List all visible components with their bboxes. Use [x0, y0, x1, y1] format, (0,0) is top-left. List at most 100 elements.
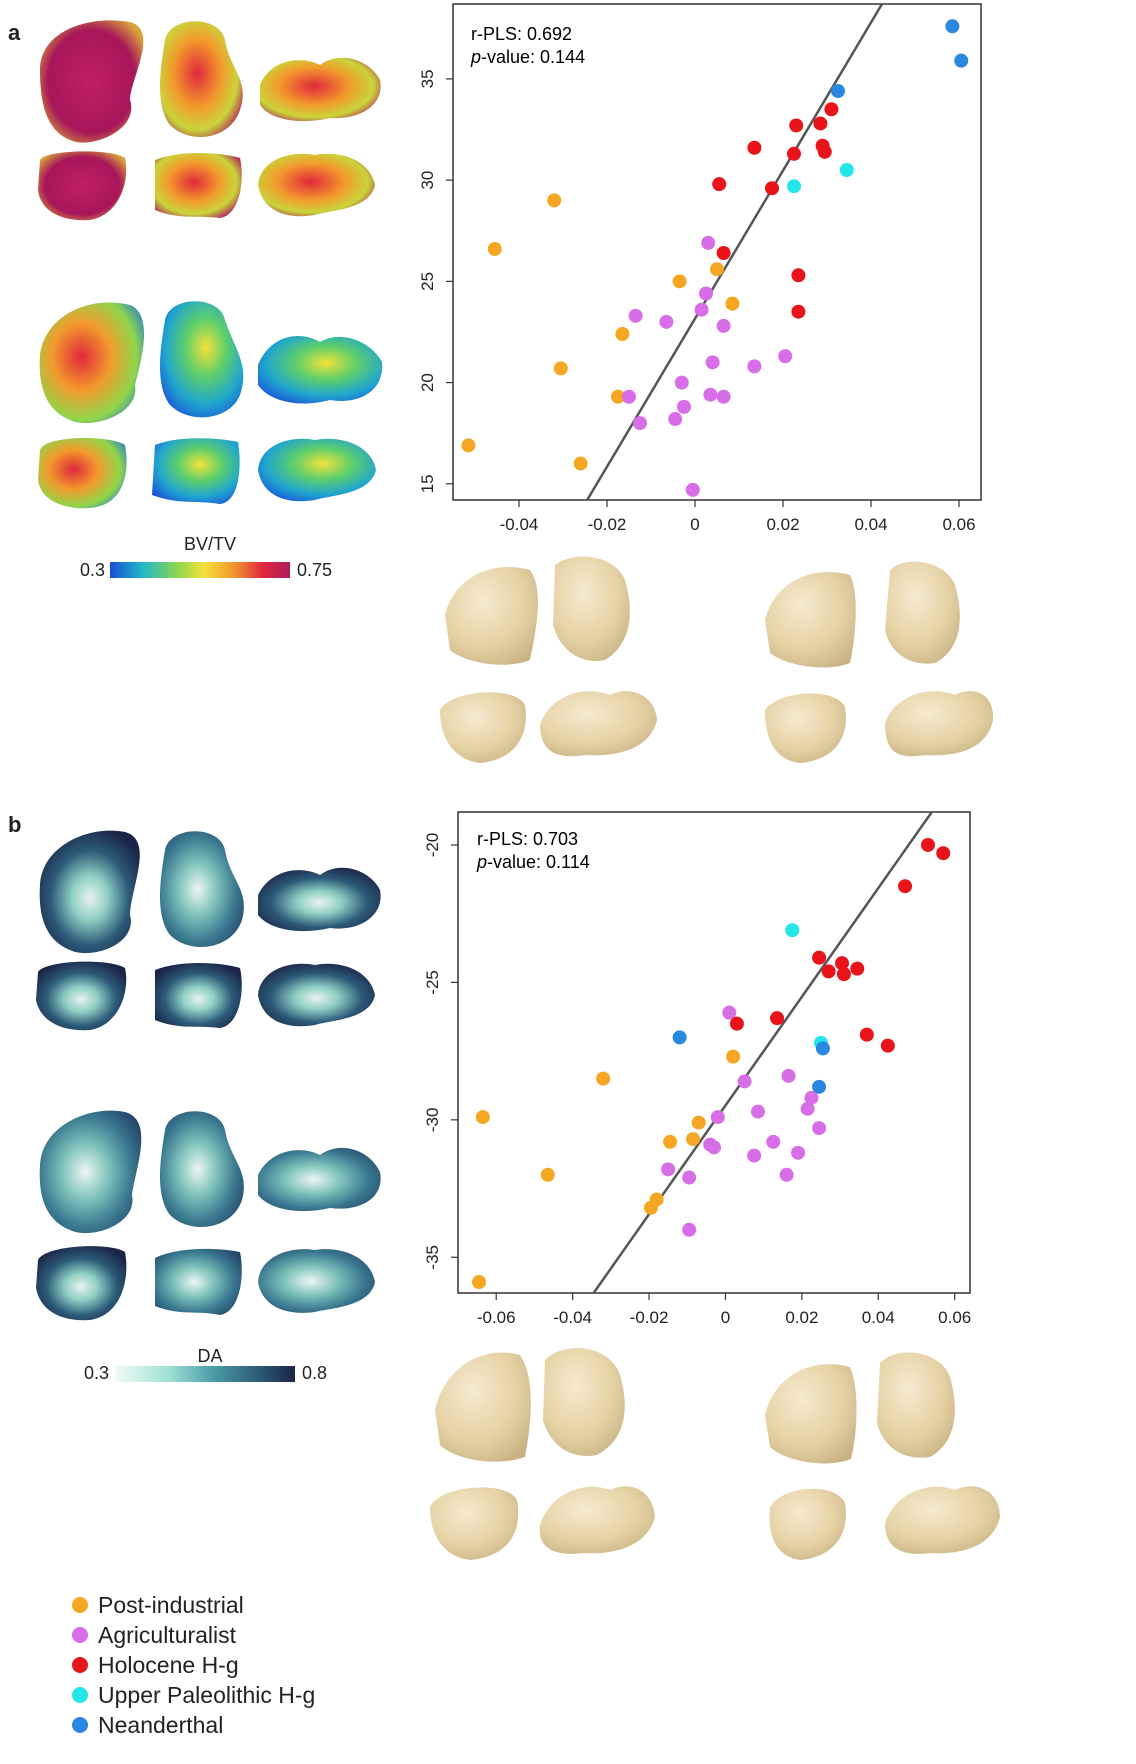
legend: Post-industrial Agriculturalist Holocene… — [72, 1590, 315, 1740]
talus-da-lateral-2 — [258, 1147, 381, 1212]
data-point-agriculturalist — [633, 416, 647, 431]
regression-line — [586, 4, 884, 500]
data-point-agriculturalist — [737, 1074, 752, 1089]
data-point-agriculturalist — [812, 1121, 827, 1136]
legend-item-agriculturalist: Agriculturalist — [72, 1620, 315, 1650]
data-point-holocene-h-g — [813, 116, 828, 131]
legend-item-post-industrial: Post-industrial — [72, 1590, 315, 1620]
data-point-holocene-h-g — [787, 146, 801, 161]
data-point-agriculturalist — [716, 389, 731, 404]
r-pls-label-a: r-PLS: 0.692 — [471, 24, 572, 44]
talus-bvtv-anterior-2 — [152, 438, 240, 504]
y-tick-label: -20 — [423, 833, 442, 858]
data-point-post-industrial — [596, 1071, 611, 1086]
x-tick-label: -0.04 — [500, 515, 539, 534]
data-point-holocene-h-g — [729, 1016, 744, 1031]
data-point-post-industrial — [487, 241, 502, 256]
x-tick-label: -0.04 — [553, 1308, 592, 1327]
talus-da-dorsal-2 — [39, 1110, 142, 1234]
x-tick-label: 0 — [721, 1308, 730, 1327]
talus-bvtv-dorsal-2 — [39, 302, 145, 424]
data-point-holocene-h-g — [836, 967, 851, 982]
talus-bvtv-lateral — [260, 57, 381, 122]
data-point-neanderthal — [954, 53, 969, 68]
data-point-post-industrial — [685, 1132, 700, 1147]
colorbar-max-da: 0.8 — [302, 1363, 328, 1383]
x-tick-label: -0.02 — [588, 515, 627, 534]
data-point-agriculturalist — [747, 1148, 762, 1163]
talus-bvtv-posterior-2 — [258, 438, 376, 502]
legend-label: Holocene H-g — [98, 1651, 239, 1678]
data-point-post-industrial — [663, 1134, 678, 1149]
data-point-holocene-h-g — [791, 304, 806, 319]
data-point-holocene-h-g — [936, 846, 951, 861]
data-point-post-industrial — [672, 274, 687, 289]
talus-da-posterior-2 — [258, 1249, 375, 1313]
data-point-holocene-h-g — [835, 956, 849, 971]
data-point-agriculturalist — [705, 355, 720, 370]
data-point-neanderthal — [831, 84, 845, 99]
colorbar-da — [115, 1366, 295, 1382]
talus-bvtv-medial — [160, 21, 243, 137]
data-point-agriculturalist — [779, 1167, 794, 1182]
colorbar-title-da: DA — [197, 1346, 223, 1366]
data-point-agriculturalist — [791, 1145, 806, 1160]
data-point-agriculturalist — [668, 412, 683, 427]
shape-max-a — [765, 561, 994, 763]
data-point-post-industrial — [573, 456, 588, 471]
data-point-upper-paleolithic-h-g — [785, 923, 800, 938]
data-point-agriculturalist — [800, 1101, 815, 1116]
data-point-agriculturalist — [699, 286, 713, 301]
bone-maps-bvtv-bottom — [38, 301, 383, 509]
data-point-neanderthal — [815, 1041, 830, 1056]
data-point-neanderthal — [945, 19, 960, 34]
talus-bvtv-lateral-2 — [258, 335, 383, 404]
talus-bvtv-plantar-2 — [38, 438, 127, 509]
bone-maps-da-bottom — [36, 1110, 381, 1321]
data-point-agriculturalist — [703, 387, 718, 402]
talus-da-posterior — [258, 963, 375, 1027]
panel-letter-b: b — [8, 812, 22, 837]
shape-max-b — [765, 1352, 1000, 1560]
data-point-holocene-h-g — [789, 118, 804, 133]
legend-item-neanderthal: Neanderthal — [72, 1710, 315, 1740]
legend-dot — [72, 1717, 88, 1733]
data-point-agriculturalist — [661, 1162, 676, 1177]
data-point-post-industrial — [472, 1275, 487, 1290]
data-point-holocene-h-g — [791, 268, 806, 283]
data-point-holocene-h-g — [821, 964, 836, 979]
data-point-agriculturalist — [747, 359, 762, 374]
x-tick-label: 0.06 — [942, 515, 975, 534]
data-point-agriculturalist — [701, 235, 716, 250]
data-point-upper-paleolithic-h-g — [839, 163, 854, 178]
data-point-upper-paleolithic-h-g — [787, 179, 801, 194]
data-point-post-industrial — [547, 193, 562, 208]
data-point-neanderthal — [672, 1030, 687, 1045]
data-point-holocene-h-g — [716, 246, 731, 261]
data-point-agriculturalist — [622, 389, 636, 404]
talus-da-plantar — [36, 961, 127, 1031]
data-point-agriculturalist — [781, 1068, 796, 1083]
shape-extremes-b — [430, 1348, 1000, 1560]
data-point-post-industrial — [725, 296, 740, 311]
plot-frame — [457, 811, 971, 1294]
data-point-holocene-h-g — [824, 102, 839, 117]
legend-label: Upper Paleolithic H-g — [98, 1681, 316, 1708]
panel-letter-a: a — [8, 20, 21, 45]
y-tick-label: 35 — [418, 69, 437, 88]
talus-da-anterior — [155, 963, 242, 1028]
legend-label: Neanderthal — [98, 1711, 224, 1738]
legend-dot — [72, 1657, 88, 1673]
talus-bvtv-dorsal — [40, 20, 144, 143]
data-point-agriculturalist — [778, 349, 793, 364]
shape-min-b — [430, 1348, 655, 1560]
regression-line — [592, 812, 933, 1293]
data-point-agriculturalist — [628, 308, 643, 323]
data-point-post-industrial — [726, 1049, 741, 1064]
scatter-plot-a: r-PLS: 0.692 p-value: 0.144 -0.04 -0.02 0 0… — [418, 3, 982, 534]
x-tick-label: 0.02 — [785, 1308, 818, 1327]
x-tick-label: -0.06 — [477, 1308, 516, 1327]
data-point-agriculturalist — [682, 1170, 697, 1185]
talus-da-anterior-2 — [155, 1248, 242, 1315]
legend-label: Agriculturalist — [98, 1621, 237, 1648]
